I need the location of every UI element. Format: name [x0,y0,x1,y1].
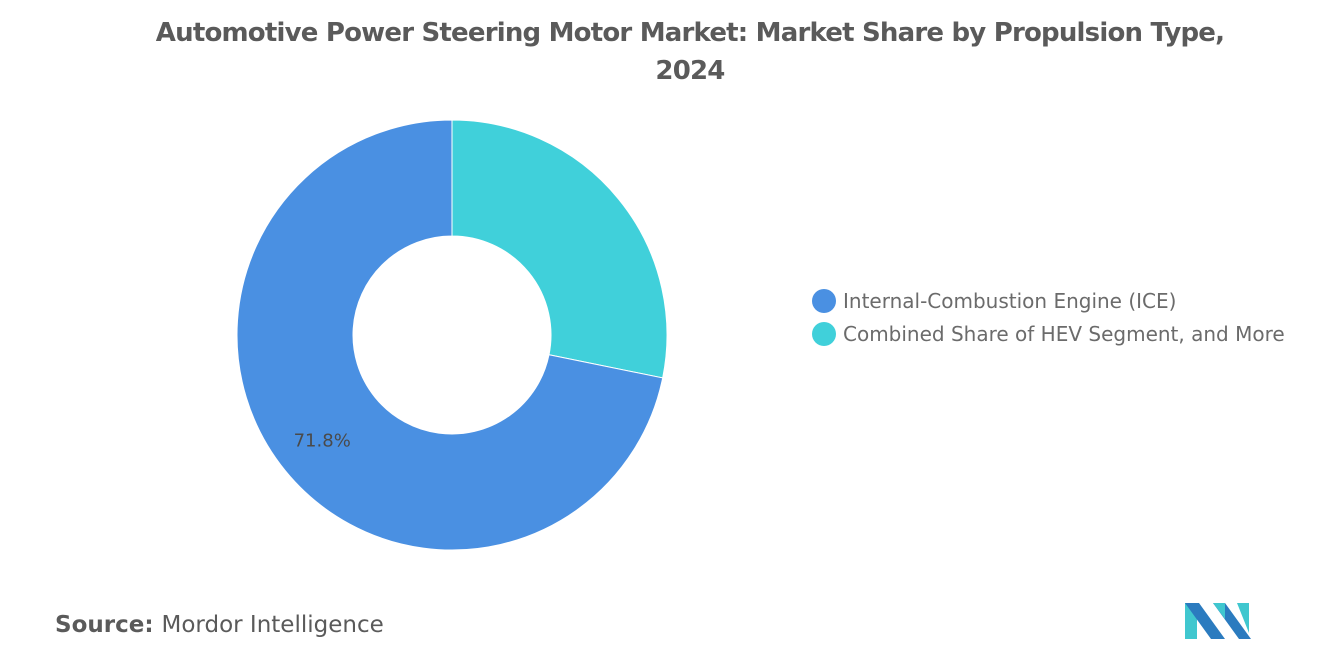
source: Source: Mordor Intelligence [55,612,384,638]
slice-0 [236,119,664,551]
legend-item-ice: Internal-Combustion Engine (ICE) [812,284,1285,317]
chart-title-line-1: Automotive Power Steering Motor Market: … [155,18,1225,48]
legend-swatch-ice [812,288,836,313]
chart-title-line-2: 2024 [655,56,725,86]
slice-1 [451,119,668,379]
legend: Internal-Combustion Engine (ICE) Combine… [812,284,1285,350]
legend-label-ice: Internal-Combustion Engine (ICE) [843,288,1177,313]
legend-item-hev: Combined Share of HEV Segment, and More [812,317,1285,350]
source-label: Source: [55,612,154,638]
legend-label-hev: Combined Share of HEV Segment, and More [843,321,1285,346]
data-label-0: 71.8% [294,430,351,451]
mordor-logo [1185,603,1251,639]
legend-swatch-hev [812,321,836,346]
chart-title: Automotive Power Steering Motor Market: … [0,14,1320,90]
source-value: Mordor Intelligence [161,612,384,638]
